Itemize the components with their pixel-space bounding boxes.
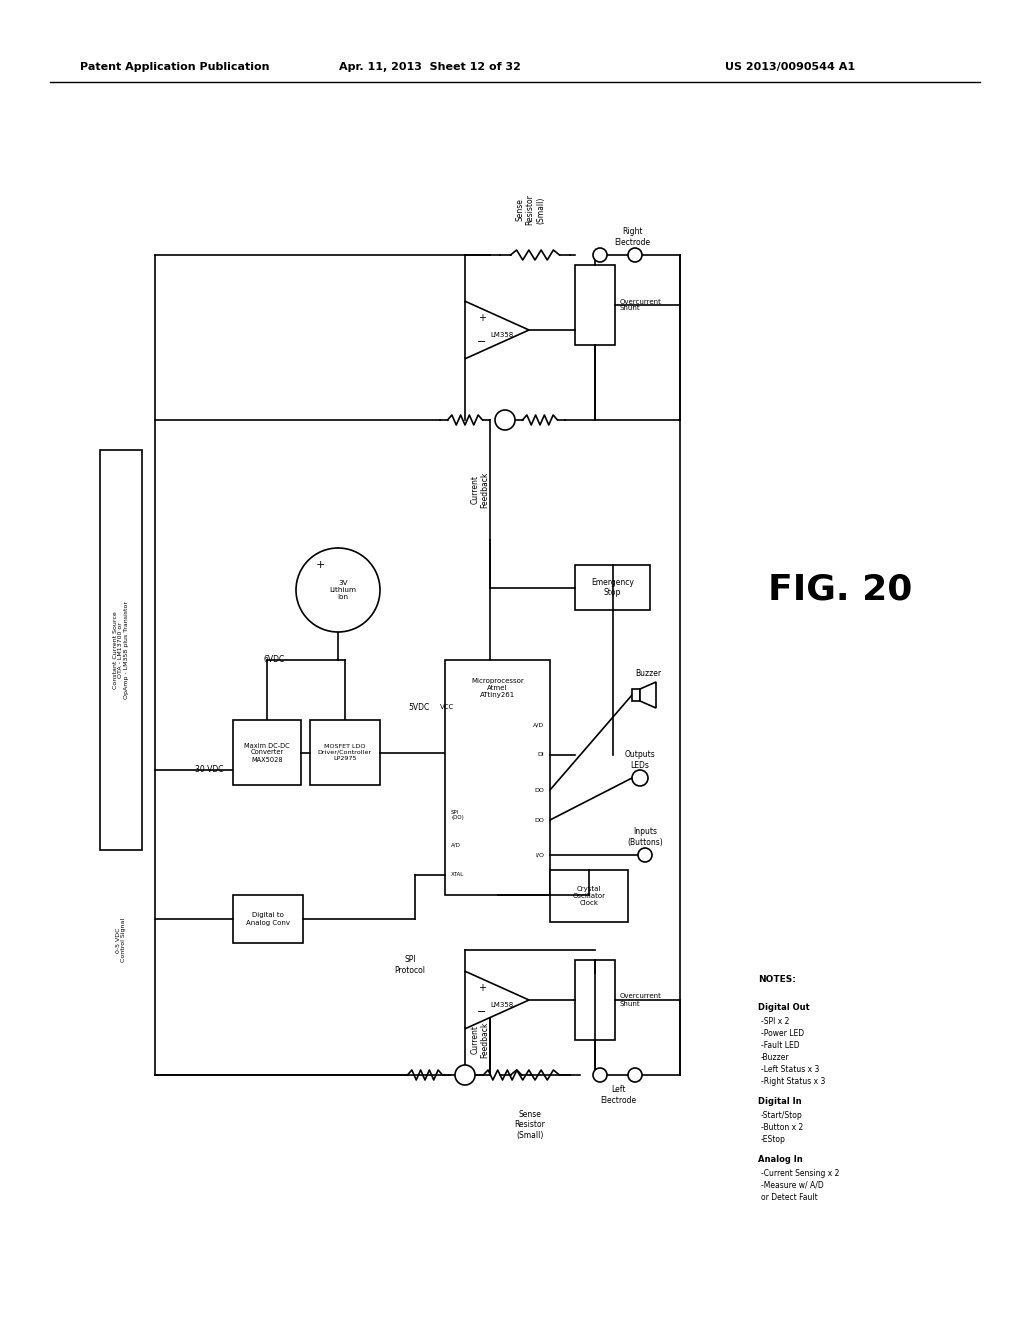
Text: LM358: LM358: [490, 1002, 514, 1008]
Text: -Buzzer: -Buzzer: [761, 1053, 790, 1063]
Text: DI: DI: [538, 752, 544, 758]
Text: 3V
Lithium
Ion: 3V Lithium Ion: [330, 579, 356, 601]
Bar: [445, 660, 550, 895]
Text: Sense
Resistor
(Small): Sense Resistor (Small): [515, 194, 545, 226]
Text: −: −: [477, 1007, 486, 1016]
Text: 5VDC: 5VDC: [408, 702, 429, 711]
Text: Current
Feedback: Current Feedback: [470, 471, 489, 508]
Text: XTAL: XTAL: [451, 873, 464, 878]
Polygon shape: [465, 301, 529, 359]
Circle shape: [593, 248, 607, 261]
Text: Microprocessor
Atmel
ATtiny261: Microprocessor Atmel ATtiny261: [471, 678, 524, 698]
Text: I/O: I/O: [535, 853, 544, 858]
Text: Inputs
(Buttons): Inputs (Buttons): [627, 828, 663, 846]
Text: Patent Application Publication: Patent Application Publication: [80, 62, 269, 73]
Circle shape: [628, 1068, 642, 1082]
Text: -Power LED: -Power LED: [761, 1030, 804, 1038]
Text: Buzzer: Buzzer: [635, 668, 662, 677]
Text: Right
Electrode: Right Electrode: [614, 227, 650, 247]
Text: Current
Feedback: Current Feedback: [470, 1022, 489, 1059]
Bar: [233, 719, 301, 785]
Text: Maxim DC-DC
Converter
MAX5028: Maxim DC-DC Converter MAX5028: [244, 742, 290, 763]
Bar: [632, 689, 640, 701]
Text: Crystal
Oscillator
Clock: Crystal Oscillator Clock: [572, 886, 605, 906]
Text: Left
Electrode: Left Electrode: [600, 1085, 636, 1105]
Text: FIG. 20: FIG. 20: [768, 573, 912, 607]
Text: -Button x 2: -Button x 2: [761, 1123, 803, 1133]
Text: Outputs
LEDs: Outputs LEDs: [625, 750, 655, 770]
Text: US 2013/0090544 A1: US 2013/0090544 A1: [725, 62, 855, 73]
Text: -EStop: -EStop: [761, 1135, 785, 1144]
Bar: [100, 450, 142, 850]
Polygon shape: [640, 682, 656, 708]
Text: -SPI x 2: -SPI x 2: [761, 1016, 790, 1026]
Text: -Fault LED: -Fault LED: [761, 1041, 800, 1049]
Bar: [233, 895, 303, 942]
Text: DO: DO: [535, 817, 544, 822]
Text: Digital to
Analog Conv: Digital to Analog Conv: [246, 912, 290, 925]
Text: 30 VDC: 30 VDC: [195, 766, 223, 775]
Bar: [550, 870, 628, 921]
Text: Constant Current Source
OTA - LM13700 or
OpAmp - LM358 plus Transistor: Constant Current Source OTA - LM13700 or…: [113, 601, 129, 700]
Circle shape: [638, 847, 652, 862]
Text: Sense
Resistor
(Small): Sense Resistor (Small): [515, 1110, 546, 1139]
Text: or Detect Fault: or Detect Fault: [761, 1193, 818, 1203]
Text: Emergency
Stop: Emergency Stop: [591, 578, 634, 597]
Bar: [575, 265, 615, 345]
Text: -Right Status x 3: -Right Status x 3: [761, 1077, 825, 1086]
Circle shape: [455, 1065, 475, 1085]
Text: +: +: [315, 560, 325, 570]
Text: +: +: [478, 983, 486, 993]
Polygon shape: [465, 972, 529, 1028]
Text: Overcurrent
Shunt: Overcurrent Shunt: [620, 298, 662, 312]
Circle shape: [296, 548, 380, 632]
Text: Digital In: Digital In: [758, 1097, 802, 1106]
Text: -Left Status x 3: -Left Status x 3: [761, 1065, 819, 1074]
Circle shape: [632, 770, 648, 785]
Text: Digital Out: Digital Out: [758, 1003, 810, 1012]
Text: NOTES:: NOTES:: [758, 975, 796, 983]
Text: Apr. 11, 2013  Sheet 12 of 32: Apr. 11, 2013 Sheet 12 of 32: [339, 62, 521, 73]
Text: A/D: A/D: [451, 842, 461, 847]
Text: SPI
Protocol: SPI Protocol: [394, 956, 426, 974]
Text: DO: DO: [535, 788, 544, 792]
Bar: [575, 960, 615, 1040]
Bar: [310, 719, 380, 785]
Text: -Current Sensing x 2: -Current Sensing x 2: [761, 1170, 840, 1177]
Text: −: −: [477, 337, 486, 347]
Circle shape: [593, 1068, 607, 1082]
Text: +: +: [478, 313, 486, 323]
Text: 6VDC: 6VDC: [264, 656, 286, 664]
Text: VCC: VCC: [440, 704, 455, 710]
Text: Analog In: Analog In: [758, 1155, 803, 1164]
Text: Overcurrent
Shunt: Overcurrent Shunt: [620, 994, 662, 1006]
Text: 0-5 VDC
Control Signal: 0-5 VDC Control Signal: [116, 917, 126, 962]
Text: SPI
(DO): SPI (DO): [451, 809, 464, 821]
Circle shape: [628, 248, 642, 261]
Bar: [575, 565, 650, 610]
Text: A/D: A/D: [532, 722, 544, 727]
Text: LM358: LM358: [490, 333, 514, 338]
Text: -Start/Stop: -Start/Stop: [761, 1111, 803, 1119]
Circle shape: [495, 411, 515, 430]
Text: MOSFET LDO
Driver/Controller
LP2975: MOSFET LDO Driver/Controller LP2975: [317, 744, 372, 760]
Text: -Measure w/ A/D: -Measure w/ A/D: [761, 1181, 823, 1191]
